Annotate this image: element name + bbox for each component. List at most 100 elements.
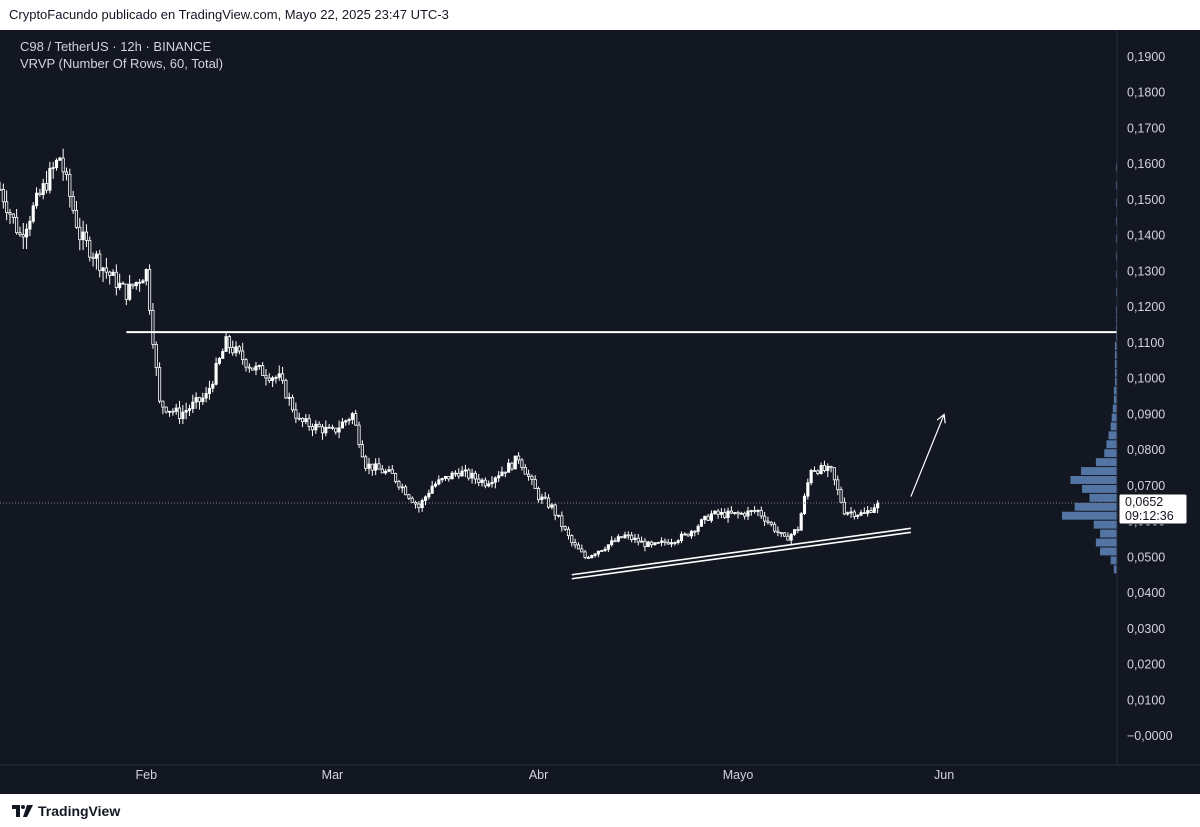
candle-body — [676, 540, 680, 543]
candle-body — [862, 512, 866, 515]
candle-body — [191, 401, 195, 410]
x-tick-label: Abr — [529, 768, 548, 782]
candle-body — [553, 504, 557, 516]
candle-body — [832, 467, 836, 481]
candle-body — [18, 232, 22, 236]
candle-body — [666, 542, 670, 545]
projection-arrow[interactable] — [910, 414, 945, 497]
volume-profile-bar — [1111, 413, 1117, 422]
candle-body — [576, 544, 581, 550]
candle-body — [287, 397, 291, 399]
volume-profile-bar — [1100, 547, 1117, 556]
y-tick-label: 0,1100 — [1127, 336, 1164, 350]
candle-body — [859, 512, 863, 516]
candle-body — [78, 226, 82, 241]
candle-body — [593, 553, 597, 556]
candle-body — [842, 501, 846, 515]
candle-body — [640, 540, 644, 543]
volume-profile-bar — [1070, 476, 1117, 484]
candle-body — [483, 479, 487, 487]
candle-body — [128, 283, 132, 300]
candle-body — [739, 512, 743, 515]
price-chart[interactable]: 0,1900 0,1800 0,1700 0,1600 0,1500 0,1400 0,13… — [0, 30, 1200, 794]
symbol-info[interactable]: C98 / TetherUS · 12h · BINANCE — [20, 39, 212, 54]
y-tick-label: 0,1800 — [1127, 86, 1165, 100]
y-tick-label: 0,1400 — [1127, 229, 1165, 243]
candle-body — [616, 536, 620, 542]
candle-body — [350, 413, 354, 420]
candle-body — [54, 159, 59, 168]
volume-profile-bar — [1104, 449, 1117, 458]
candle-body — [51, 167, 55, 169]
support-trendline-upper[interactable] — [571, 527, 911, 576]
candle-body — [307, 418, 311, 427]
candle-body — [503, 471, 507, 474]
candle-body — [653, 542, 657, 546]
brand-name[interactable]: TradingView — [38, 802, 121, 819]
candle-body — [118, 282, 122, 289]
candle-body — [370, 463, 374, 471]
candle-body — [507, 462, 511, 473]
candle-body — [792, 529, 797, 535]
candle-body — [746, 510, 750, 517]
candle-body — [334, 427, 338, 433]
publication-header: CryptoFacundo publicado en TradingView.c… — [0, 0, 1200, 30]
candle-body — [187, 408, 192, 411]
candle-body — [866, 510, 870, 514]
candle-body — [663, 540, 667, 543]
candle-body — [490, 481, 494, 485]
candle-body — [600, 550, 604, 552]
candle-body — [237, 346, 241, 352]
chart-legend: C98 / TetherUS · 12h · BINANCE VRVP (Num… — [20, 38, 223, 72]
candle-body — [849, 511, 853, 514]
candle-body — [64, 171, 69, 175]
candle-body — [799, 513, 803, 531]
candle-body — [177, 407, 182, 420]
volume-profile-bar — [1114, 368, 1117, 377]
y-tick-label: 0,0700 — [1127, 479, 1165, 493]
candle-body — [773, 523, 777, 532]
candle-body — [613, 540, 617, 543]
candle-body — [713, 510, 717, 515]
candle-body — [493, 477, 497, 483]
candle-body — [354, 413, 358, 426]
x-tick-label: Mar — [322, 768, 344, 782]
indicator-info[interactable]: VRVP (Number Of Rows, 60, Total) — [20, 56, 224, 71]
candle-body — [566, 528, 571, 537]
candle-body — [643, 540, 647, 548]
candle-body — [836, 479, 840, 491]
candle-body — [271, 377, 275, 381]
candle-body — [633, 537, 637, 540]
candle-body — [98, 253, 102, 272]
support-trendline[interactable] — [571, 531, 911, 580]
candle-body — [610, 540, 614, 546]
tradingview-logo-icon[interactable] — [12, 804, 34, 817]
candle-body — [709, 513, 713, 521]
candle-body — [144, 269, 148, 282]
candle-body — [377, 463, 381, 470]
candle-body — [254, 365, 258, 371]
candle-body — [822, 465, 827, 471]
volume-profile-bar — [1108, 431, 1117, 440]
candle-body — [759, 509, 763, 517]
volume-profile-bar — [1110, 556, 1117, 565]
candle-body — [723, 511, 727, 518]
candle-body — [669, 542, 674, 545]
chart-panel[interactable] — [0, 30, 1200, 794]
candle-body — [48, 167, 52, 191]
volume-profile-bar — [1115, 333, 1117, 342]
y-tick-label: 0,1500 — [1127, 193, 1165, 207]
candle-body — [15, 216, 19, 234]
candle-body — [513, 455, 517, 470]
candle-body — [796, 529, 800, 531]
candle-body — [583, 551, 587, 558]
candle-body — [1, 189, 5, 203]
candle-body — [510, 462, 514, 470]
candle-body — [779, 532, 783, 534]
volume-profile-bar — [1115, 288, 1117, 297]
volume-profile-bar — [1106, 440, 1117, 449]
candle-body — [221, 351, 225, 359]
candle-body — [330, 426, 335, 429]
candle-body — [876, 502, 880, 509]
candle-body — [404, 486, 408, 496]
